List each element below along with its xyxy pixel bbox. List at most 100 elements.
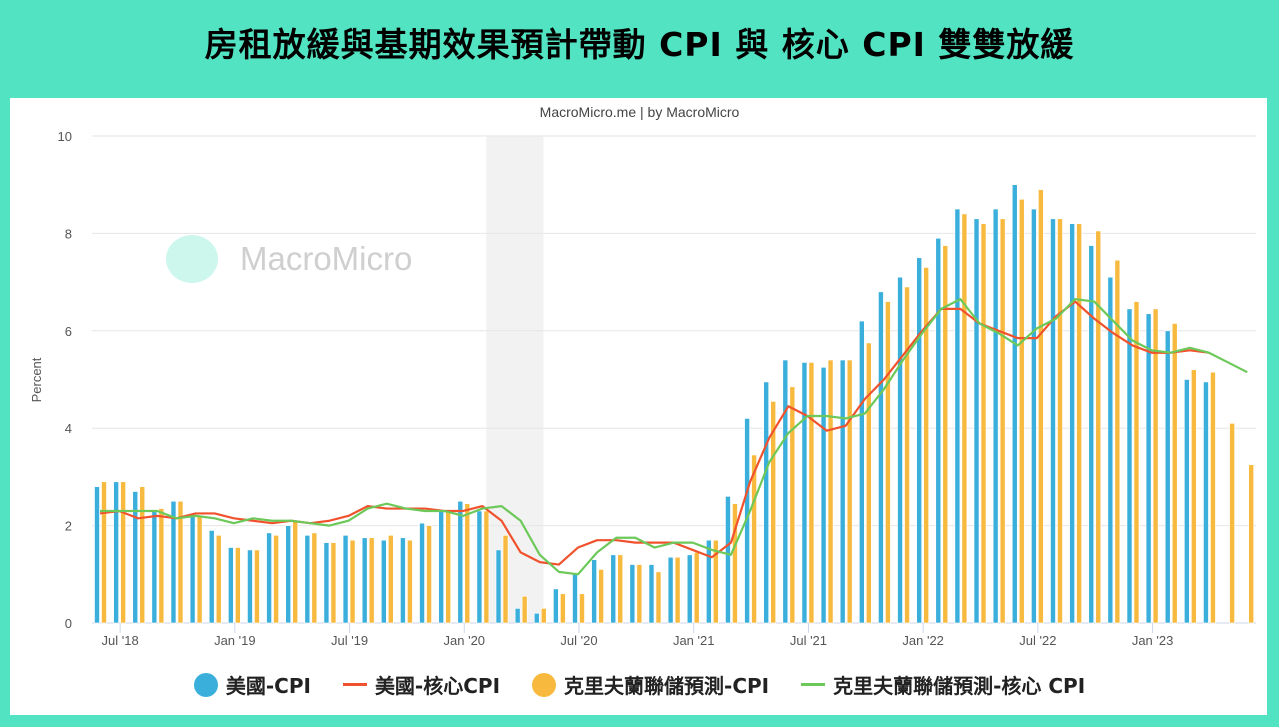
cleveland-cpi-bar — [330, 542, 337, 624]
page-title: 房租放緩與基期效果預計帶動 CPI 與 核心 CPI 雙雙放緩 — [204, 25, 1075, 64]
cpi-bar — [419, 522, 425, 624]
cleveland-cpi-bar — [655, 571, 662, 624]
cleveland-cpi-bar — [1171, 323, 1178, 624]
cleveland-cpi-bar — [942, 245, 949, 624]
cleveland-cpi-bar — [1152, 308, 1159, 624]
cleveland-cpi-bar — [560, 593, 566, 624]
cpi-bar — [438, 510, 444, 624]
y-tick-label: 8 — [65, 226, 72, 241]
cleveland-cpi-bar — [540, 608, 547, 624]
cleveland-cpi-bar — [445, 510, 451, 624]
cpi-bar — [514, 608, 521, 624]
cpi-bar — [610, 554, 617, 624]
cpi-bar — [725, 496, 731, 624]
cpi-bar — [380, 539, 387, 624]
cleveland-cpi-bar — [292, 520, 299, 624]
legend-item-cleveland-core[interactable]: 克里夫蘭聯儲預測-核心 CPI — [801, 670, 1085, 699]
cleveland-cpi-bar — [177, 500, 184, 624]
x-tick-label: Jan '22 — [902, 633, 944, 648]
legend-label: 克里夫蘭聯儲預測-核心 CPI — [833, 674, 1086, 698]
cpi-bar — [170, 500, 177, 624]
cleveland-cpi-bar — [254, 549, 260, 624]
cleveland-cpi-bar — [713, 539, 719, 624]
cpi-bar — [476, 510, 483, 624]
cleveland-cpi-bar — [235, 547, 241, 624]
x-tick-label: Jul '18 — [102, 633, 139, 648]
cpi-bar — [935, 237, 942, 624]
cleveland-cpi-bar — [1133, 301, 1140, 624]
cleveland-cpi-bar — [904, 286, 910, 624]
legend-item-core-cpi[interactable]: 美國-核心CPI — [342, 670, 500, 699]
cleveland-cpi-bar — [273, 535, 279, 624]
cleveland-cpi-bar — [1114, 259, 1121, 624]
cpi-bar — [1107, 276, 1114, 624]
y-tick-label: 10 — [58, 129, 72, 144]
cpi-bar — [763, 381, 770, 624]
cpi-bar — [553, 588, 559, 624]
cleveland-cpi-bar — [751, 454, 757, 624]
legend-dot-icon — [532, 672, 557, 697]
x-tick-label: Jul '20 — [560, 633, 597, 648]
cpi-bar — [667, 556, 674, 624]
cpi-bar — [1031, 208, 1037, 624]
legend-item-cpi[interactable]: 美國-CPI — [193, 670, 311, 699]
cleveland-cpi-bar — [101, 481, 107, 624]
cleveland-cpi-bar — [885, 301, 891, 624]
cpi-bar — [1164, 330, 1171, 624]
cleveland-cpi-bar — [120, 481, 126, 624]
cpi-bar — [228, 547, 234, 624]
cleveland-cpi-bar — [1038, 189, 1044, 624]
cleveland-cpi-bar — [464, 503, 471, 624]
cpi-bar — [94, 486, 100, 624]
cpi-bar — [629, 564, 636, 624]
cleveland-cpi-bar — [579, 593, 585, 624]
cpi-bar — [533, 612, 540, 624]
cleveland-cpi-bar — [387, 535, 394, 624]
cleveland-cpi-bar — [636, 564, 643, 624]
legend-item-cleveland-cpi[interactable]: 克里夫蘭聯儲預測-CPI — [532, 670, 769, 699]
cleveland-cpi-bar — [1018, 199, 1025, 624]
x-tick-label: Jan '19 — [214, 633, 256, 648]
cleveland-cpi-bar — [1095, 230, 1102, 624]
cpi-bar — [495, 549, 502, 624]
cleveland-cpi-bar — [1210, 371, 1216, 624]
cpi-bar — [247, 549, 253, 624]
legend-label: 美國-CPI — [225, 674, 311, 698]
legend: 美國-CPI 美國-核心CPI 克里夫蘭聯儲預測-CPI 克里夫蘭聯儲預測-核心… — [0, 670, 1279, 699]
cleveland-cpi-bar — [770, 401, 777, 624]
cleveland-cpi-bar — [1076, 223, 1082, 624]
x-tick-label: Jul '21 — [790, 633, 827, 648]
cpi-bar — [1203, 381, 1209, 624]
cleveland-cpi-bar — [483, 510, 490, 624]
cleveland-cpi-bar — [693, 552, 700, 624]
cleveland-cpi-bar — [1229, 423, 1235, 624]
cleveland-cpi-bar — [139, 486, 146, 624]
watermark-text: MacroMicro — [240, 240, 413, 277]
cleveland-cpi-bar — [617, 554, 624, 624]
cpi-bar — [1088, 245, 1095, 624]
cleveland-cpi-bar — [923, 267, 929, 624]
cpi-bar — [1145, 313, 1152, 624]
cleveland-cpi-bar — [407, 539, 413, 624]
x-tick-label: Jan '20 — [444, 633, 486, 648]
cpi-bar — [1126, 308, 1133, 624]
legend-label: 克里夫蘭聯儲預測-CPI — [564, 674, 770, 698]
cpi-bar — [285, 525, 292, 624]
cleveland-cpi-bar — [865, 342, 872, 624]
cleveland-cpi-bar — [196, 515, 203, 624]
y-tick-label: 2 — [65, 519, 72, 534]
cleveland-cpi-bar — [502, 535, 509, 624]
cpi-bar — [973, 218, 980, 624]
cleveland-cpi-bar — [426, 525, 432, 624]
cpi-bar — [744, 418, 750, 624]
cpi-bar — [266, 532, 272, 624]
cleveland-cpi-bar — [980, 223, 987, 624]
cleveland-cpi-bar — [808, 362, 815, 624]
cleveland-cpi-bar — [215, 535, 222, 624]
x-tick-label: Jul '19 — [331, 633, 368, 648]
cpi-bar — [1184, 379, 1190, 624]
cleveland-cpi-bar — [1191, 369, 1197, 624]
cpi-bar — [954, 208, 961, 624]
cpi-bar — [839, 359, 846, 624]
